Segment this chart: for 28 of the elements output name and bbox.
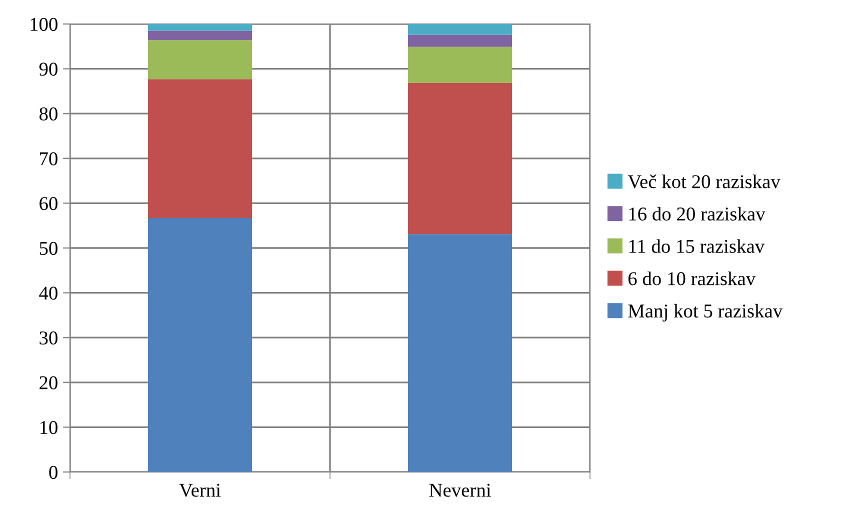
legend-label: 6 do 10 raziskav bbox=[628, 272, 756, 286]
bar bbox=[408, 82, 512, 234]
bar bbox=[148, 79, 252, 218]
y-tick-label: 50 bbox=[40, 242, 58, 255]
y-tick-label: 90 bbox=[39, 62, 58, 76]
legend-label: Več kot 20 raziskav bbox=[628, 174, 780, 188]
bar bbox=[408, 34, 512, 47]
legend-label: Manj kot 5 raziskav bbox=[628, 304, 783, 322]
legend-label: 11 do 15 raziskav bbox=[629, 239, 765, 253]
y-tick-label: 30 bbox=[40, 331, 58, 345]
bar bbox=[148, 40, 252, 80]
bar bbox=[408, 24, 512, 35]
bar bbox=[408, 46, 512, 83]
y-tick-label: 0 bbox=[49, 466, 58, 479]
y-tick-label: 100 bbox=[30, 18, 58, 31]
bar bbox=[148, 24, 252, 31]
bar bbox=[148, 218, 252, 472]
x-tick-label: Neverni bbox=[429, 484, 491, 497]
y-tick-label: 80 bbox=[39, 107, 58, 121]
x-tick-label: Verni bbox=[179, 484, 221, 497]
bar bbox=[408, 234, 512, 472]
y-tick-label: 70 bbox=[40, 152, 58, 166]
legend-label: 16 do 20 raziskav bbox=[629, 206, 766, 221]
y-tick-label: 20 bbox=[40, 376, 58, 390]
y-tick-label: 60 bbox=[40, 197, 58, 210]
y-tick-label: 10 bbox=[40, 421, 58, 434]
bar bbox=[148, 30, 252, 40]
y-tick-label: 40 bbox=[39, 286, 58, 300]
